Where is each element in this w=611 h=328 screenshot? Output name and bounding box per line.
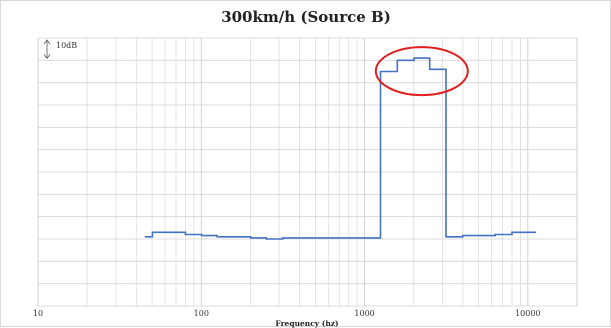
x-tick-label: 100 bbox=[194, 309, 209, 318]
y-scale-marker: 10dB bbox=[43, 39, 77, 59]
grid bbox=[37, 37, 578, 307]
data-point bbox=[453, 235, 456, 238]
data-point bbox=[470, 234, 473, 237]
data-point bbox=[371, 236, 374, 239]
data-point bbox=[322, 236, 325, 239]
data-point bbox=[176, 231, 179, 234]
scale-arrow-up-icon bbox=[43, 39, 51, 45]
data-point bbox=[387, 70, 390, 73]
x-tick-label: 10000 bbox=[515, 309, 540, 318]
x-axis-label: Frequency (hz) bbox=[275, 319, 338, 328]
data-point bbox=[159, 231, 162, 234]
data-point bbox=[420, 57, 423, 60]
chart-title: 300km/h (Source B) bbox=[221, 8, 391, 26]
data-point bbox=[339, 236, 342, 239]
x-tick-label: 1000 bbox=[354, 309, 374, 318]
data-point bbox=[257, 236, 260, 239]
x-tick-label: 10 bbox=[33, 309, 43, 318]
data-point bbox=[273, 238, 276, 241]
data-point bbox=[519, 231, 522, 234]
data-point bbox=[192, 233, 195, 236]
data-point bbox=[534, 231, 537, 234]
data-point bbox=[436, 68, 439, 71]
y-scale-label: 10dB bbox=[56, 41, 77, 50]
series-line-0 bbox=[144, 57, 536, 240]
data-point bbox=[242, 235, 245, 238]
x-tick-labels: 10 100 1000 10000 bbox=[33, 309, 541, 318]
peak-annotation-ellipse bbox=[374, 46, 469, 97]
data-point bbox=[290, 236, 293, 239]
data-point bbox=[356, 236, 359, 239]
data-point bbox=[143, 235, 146, 238]
series bbox=[143, 57, 537, 241]
data-point bbox=[485, 234, 488, 237]
data-point bbox=[502, 233, 505, 236]
data-point bbox=[208, 234, 211, 237]
scale-arrow-down-icon bbox=[43, 54, 51, 59]
data-point bbox=[405, 59, 408, 62]
data-point bbox=[224, 235, 227, 238]
data-point bbox=[306, 236, 309, 239]
